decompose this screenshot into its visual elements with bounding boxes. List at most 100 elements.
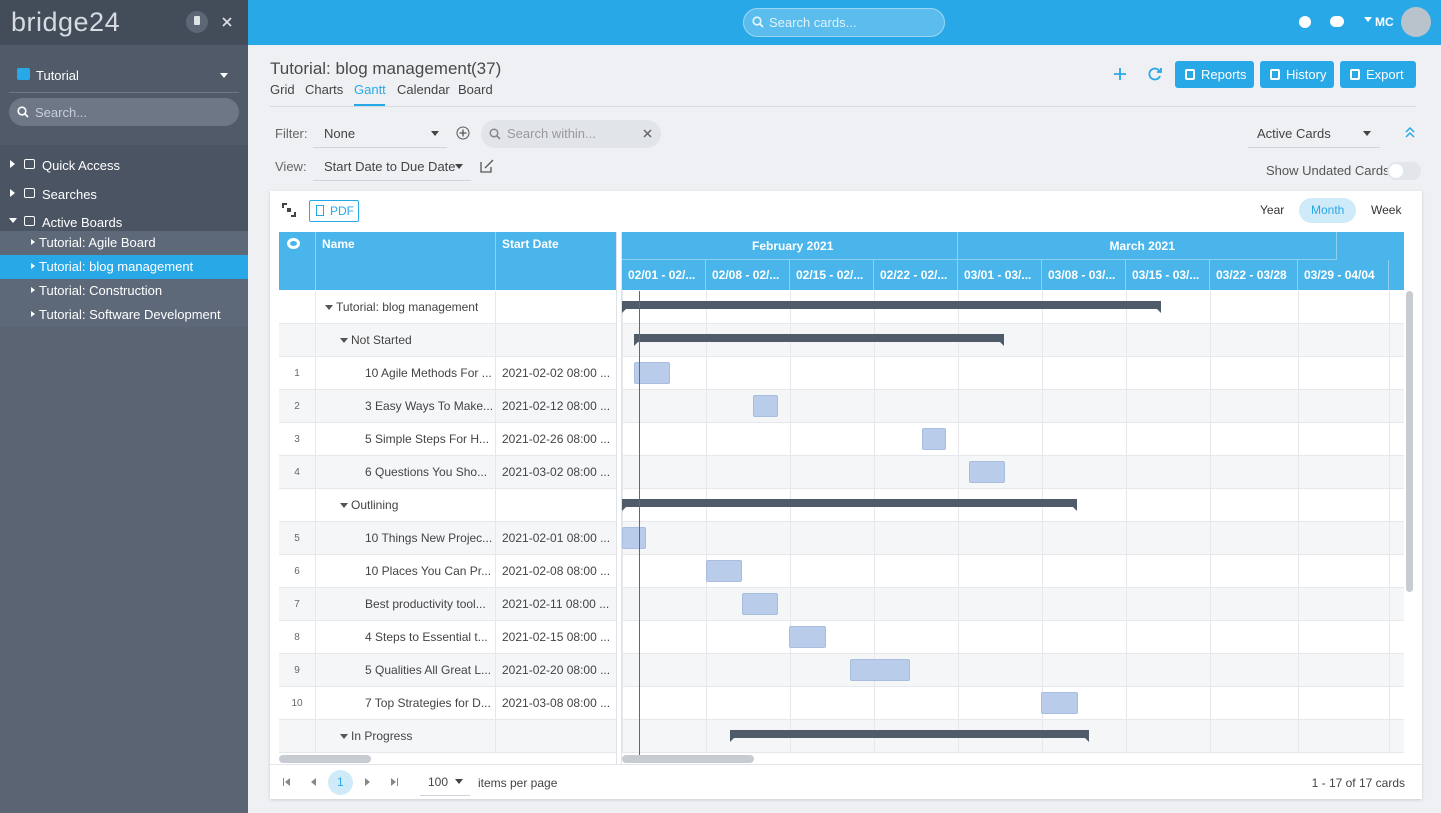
refresh-button[interactable] [1148,67,1162,81]
chat-icon[interactable] [1330,16,1344,27]
card-name[interactable]: 3 Easy Ways To Make... [365,399,493,413]
task-bar[interactable] [742,593,778,615]
task-bar[interactable] [622,527,646,549]
group-toggle[interactable] [340,734,348,739]
add-filter[interactable] [456,126,470,140]
search-within[interactable] [481,120,661,148]
undated-toggle[interactable] [1387,162,1421,180]
grid-row [279,489,616,522]
pin-button[interactable] [186,11,208,33]
header-button[interactable]: Export [1340,61,1416,88]
group-toggle[interactable] [340,503,348,508]
h-scrollbar[interactable] [622,755,754,763]
grid-row [279,324,616,357]
week-cell [1126,260,1210,290]
card-name[interactable]: 5 Qualities All Great L... [365,663,492,677]
card-name[interactable]: 10 Agile Methods For ... [365,366,492,380]
card-name[interactable]: 6 Questions You Sho... [365,465,488,479]
task-bar[interactable] [753,395,778,417]
edit-view[interactable] [480,159,494,173]
grid-row [279,621,616,654]
fullscreen-button[interactable] [282,203,296,217]
tab[interactable]: Grid [270,82,295,97]
cell-divider [495,588,496,621]
add-button[interactable] [1114,68,1126,80]
nav-item[interactable]: Searches [42,187,97,202]
group-toggle[interactable] [340,338,348,343]
task-bar[interactable] [789,626,826,648]
nav-icon [24,188,35,198]
card-name[interactable]: 4 Steps to Essential t... [365,630,488,644]
user-initials[interactable]: MC [1375,15,1394,29]
sidebar-search-placeholder: Search... [35,105,88,120]
card-name[interactable]: 5 Simple Steps For H... [365,432,490,446]
nav-item[interactable]: Quick Access [42,158,121,173]
card-name[interactable]: Best productivity tool... [365,597,486,611]
grid-row [279,588,616,621]
card-search[interactable] [743,8,945,37]
tab[interactable]: Charts [305,82,344,97]
h-scrollbar[interactable] [279,755,371,763]
week-label: 03/08 - 03/... [1048,269,1116,281]
board-select[interactable]: Tutorial [36,68,79,83]
chart-row [622,357,1404,390]
card-name[interactable]: 10 Things New Projec... [365,531,493,545]
group-toggle[interactable] [325,305,333,310]
close-button[interactable] [222,17,232,27]
board-row[interactable] [0,255,248,279]
board-row[interactable] [0,303,248,327]
avatar[interactable] [1401,7,1431,37]
header-button[interactable]: Reports [1175,61,1254,88]
card-name[interactable]: 7 Top Strategies for D... [365,696,491,710]
board-bullet [31,287,35,293]
start-date: 2021-03-08 08:00 ... [502,696,611,710]
cell-divider [495,357,496,390]
help-icon[interactable] [1299,16,1311,28]
dropdown-arrow [1363,131,1371,136]
chart-row [622,456,1404,489]
task-bar[interactable] [922,428,946,450]
collapse-filters[interactable] [1405,127,1415,139]
per-page-select[interactable] [420,768,470,796]
board-row[interactable] [0,279,248,303]
week-label: 02/01 - 02/... [628,269,696,281]
nav-item[interactable]: Active Boards [42,215,123,230]
tab[interactable]: Calendar [397,82,450,97]
month-cell [622,232,958,260]
task-bar[interactable] [634,362,670,384]
board-item: Tutorial: Agile Board [39,235,156,250]
clear-search[interactable] [643,129,652,138]
chart-row [622,621,1404,654]
row-number: 10 [291,698,303,709]
start-date: 2021-02-12 08:00 ... [502,399,611,413]
scale-option[interactable]: Week [1371,203,1402,217]
summary-cap [622,507,626,511]
scope-select[interactable] [1248,118,1380,148]
current-page[interactable] [328,770,353,795]
task-bar[interactable] [850,659,910,681]
task-bar[interactable] [969,461,1005,483]
logo: bridge24 [11,7,121,37]
header-button[interactable]: History [1260,61,1334,88]
board-row[interactable] [0,231,248,255]
pdf-button[interactable] [309,200,359,222]
start-date: 2021-02-02 08:00 ... [502,366,611,380]
scale-option[interactable]: Year [1260,203,1285,217]
task-bar[interactable] [1041,692,1078,714]
scale-option[interactable]: Month [1311,203,1345,217]
header-divider [495,232,496,290]
sidebar-search[interactable] [9,98,239,126]
chart-grid-line [790,291,791,753]
expand-arrow [9,218,17,223]
group-name: In Progress [351,729,413,743]
filter-select[interactable] [313,118,447,148]
header-divider [270,106,1416,107]
view-select[interactable] [313,151,471,181]
v-scrollbar[interactable] [1406,291,1413,592]
tab[interactable]: Gantt [354,82,386,97]
tab[interactable]: Board [458,82,493,97]
divider [9,92,239,93]
group-name: Tutorial: blog management [336,300,479,314]
task-bar[interactable] [706,560,742,582]
card-name[interactable]: 10 Places You Can Pr... [365,564,492,578]
